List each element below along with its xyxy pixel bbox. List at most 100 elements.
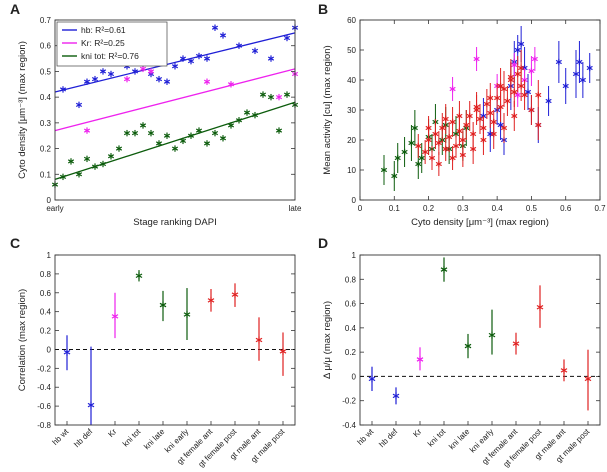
data-point xyxy=(155,140,163,147)
x-tick-label: hb def xyxy=(377,427,400,450)
data-point xyxy=(91,75,99,83)
data-point-stroke xyxy=(514,47,521,53)
data-point xyxy=(243,109,251,116)
data-point-stroke xyxy=(586,65,593,71)
y-tick-label: 0.6 xyxy=(40,42,52,51)
data-point-stroke xyxy=(179,56,187,61)
data-point-stroke xyxy=(368,376,376,382)
data-point xyxy=(531,55,538,63)
axes-frame xyxy=(359,254,601,426)
data-point-stroke xyxy=(155,77,163,82)
data-point xyxy=(415,160,422,168)
data-point xyxy=(562,82,569,90)
data-point-stroke xyxy=(442,146,449,152)
data-point xyxy=(483,100,490,108)
data-point xyxy=(67,158,75,165)
data-point xyxy=(235,42,243,49)
data-point xyxy=(159,301,167,309)
data-point-stroke xyxy=(75,102,83,107)
x-tick-label: Kr xyxy=(411,427,423,439)
data-point-stroke xyxy=(283,92,291,97)
data-point xyxy=(163,78,171,85)
y-tick-label: 1 xyxy=(352,251,357,260)
panel-label: D xyxy=(318,235,328,251)
data-point-stroke xyxy=(440,267,448,272)
data-point xyxy=(584,375,592,383)
data-point-stroke xyxy=(511,89,518,95)
data-point xyxy=(259,91,267,98)
data-point-stroke xyxy=(67,159,75,164)
data-point-stroke xyxy=(507,74,514,80)
data-point-stroke xyxy=(490,131,497,137)
data-point-stroke xyxy=(135,273,143,279)
data-point xyxy=(442,145,449,153)
data-point xyxy=(59,86,67,93)
data-point-stroke xyxy=(449,155,456,161)
data-point xyxy=(283,34,291,42)
y-tick-label: 0.6 xyxy=(40,289,52,298)
data-point xyxy=(476,115,484,123)
data-point xyxy=(203,78,211,85)
data-point-stroke xyxy=(511,62,518,68)
y-axis-label: Mean activity [cu] (max region) xyxy=(322,45,333,174)
y-tick-label: 0.4 xyxy=(40,308,52,317)
data-point xyxy=(195,52,203,60)
data-point-stroke xyxy=(279,349,287,354)
data-point-stroke xyxy=(211,131,219,136)
data-point xyxy=(536,303,544,311)
data-point xyxy=(179,137,187,145)
data-point xyxy=(408,139,415,147)
data-point-stroke xyxy=(487,95,494,101)
data-point xyxy=(459,136,466,144)
data-point-stroke xyxy=(99,161,107,167)
data-point-stroke xyxy=(483,101,490,107)
data-point xyxy=(490,130,497,138)
data-point-stroke xyxy=(422,149,429,155)
data-point xyxy=(211,24,219,31)
data-point-stroke xyxy=(243,110,251,115)
data-point xyxy=(576,58,583,66)
y-tick-label: 0.4 xyxy=(40,93,52,102)
data-point-stroke xyxy=(123,131,131,136)
data-point-stroke xyxy=(411,125,418,131)
data-point xyxy=(219,135,227,142)
data-point xyxy=(227,122,235,129)
data-point xyxy=(572,70,580,78)
data-point-stroke xyxy=(147,131,155,136)
data-point-stroke xyxy=(83,79,91,84)
x-tick-label: 0.2 xyxy=(423,204,435,213)
data-point-stroke xyxy=(391,173,398,179)
data-point-stroke xyxy=(518,41,525,47)
y-tick-label: 0.2 xyxy=(40,145,52,154)
data-point-stroke xyxy=(432,131,439,137)
data-point xyxy=(514,91,521,99)
data-point-stroke xyxy=(171,146,179,151)
data-point xyxy=(480,136,487,144)
y-tick-label: 0.7 xyxy=(40,16,52,25)
data-point-stroke xyxy=(449,86,456,92)
data-point xyxy=(422,148,429,156)
data-point-stroke xyxy=(63,350,71,355)
x-tick-label: 0.3 xyxy=(457,204,469,213)
data-point-stroke xyxy=(428,155,436,161)
data-point-stroke xyxy=(488,332,496,338)
data-point xyxy=(171,63,179,70)
data-point xyxy=(251,111,259,119)
data-point xyxy=(442,115,449,123)
data-point xyxy=(466,112,473,120)
y-axis-label: Correlation (max region) xyxy=(17,289,28,391)
data-point-stroke xyxy=(463,122,470,128)
data-point-stroke xyxy=(476,116,484,122)
y-tick-label: -0.4 xyxy=(37,383,51,392)
data-point xyxy=(439,124,446,132)
data-point-stroke xyxy=(187,133,195,138)
data-point xyxy=(203,55,211,62)
y-tick-label: -0.4 xyxy=(342,421,356,430)
data-point-stroke xyxy=(380,167,388,173)
x-tick-label: 0.1 xyxy=(389,204,401,213)
data-point xyxy=(411,124,418,132)
data-point xyxy=(255,336,263,344)
data-point xyxy=(231,291,239,299)
data-point-stroke xyxy=(401,149,408,155)
data-point-stroke xyxy=(425,125,432,131)
